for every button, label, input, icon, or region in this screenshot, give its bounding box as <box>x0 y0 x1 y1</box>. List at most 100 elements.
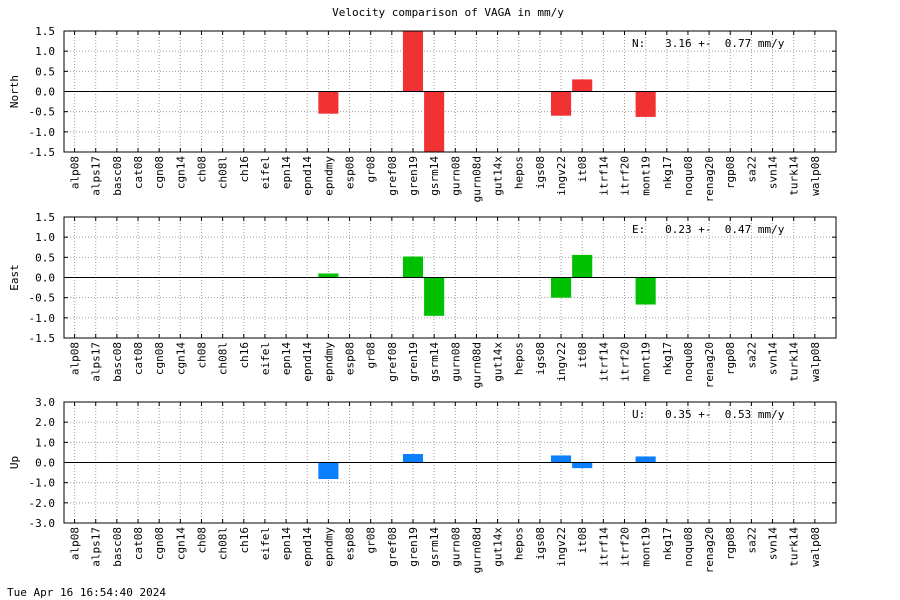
x-tick-label: it08 <box>576 527 589 554</box>
x-tick-label: alp08 <box>69 156 82 189</box>
x-tick-label: alp08 <box>69 527 82 560</box>
x-tick-label: rgp08 <box>724 156 737 189</box>
x-tick-label: itrf14 <box>597 156 610 196</box>
x-tick-label: ingv22 <box>555 156 568 196</box>
chart-title: Velocity comparison of VAGA in mm/y <box>332 6 564 19</box>
x-tick-label: gut14x <box>492 342 505 382</box>
bar-it08 <box>572 79 593 92</box>
x-tick-label: gren19 <box>407 342 420 382</box>
x-tick-label: turk14 <box>788 156 801 196</box>
x-tick-label: igs08 <box>534 342 547 375</box>
x-tick-label: ch08 <box>195 527 208 554</box>
x-tick-label: it08 <box>576 156 589 183</box>
x-tick-label: epndmy <box>322 156 335 196</box>
x-tick-label: nkg17 <box>661 156 674 189</box>
x-tick-label: turk14 <box>788 527 801 567</box>
y-tick-label: -1.0 <box>29 126 56 139</box>
y-tick-label: 1.5 <box>35 25 55 38</box>
y-tick-label: -0.5 <box>29 292 56 305</box>
y-tick-label: -2.0 <box>29 497 56 510</box>
y-tick-label: -3.0 <box>29 517 56 530</box>
plot-frame <box>63 401 837 524</box>
velocity-annotation: E: 0.23 +- 0.47 mm/y <box>632 223 785 236</box>
x-tick-label: itrf20 <box>618 156 631 196</box>
x-tick-label: renag20 <box>703 342 716 388</box>
x-tick-label: basc08 <box>111 342 124 382</box>
bar-gren19 <box>402 256 424 278</box>
x-tick-label: ingv22 <box>555 342 568 382</box>
y-tick-label: -1.0 <box>29 477 56 490</box>
x-tick-label: hepos <box>513 156 526 189</box>
y-axis-label: Up <box>8 456 21 469</box>
x-tick-label: it08 <box>576 342 589 369</box>
x-tick-label: gsrm14 <box>428 527 441 567</box>
bar-ingv22 <box>550 91 572 116</box>
x-tick-label: cgn14 <box>174 527 187 560</box>
x-tick-label: mont19 <box>640 156 653 196</box>
x-tick-label: epndmy <box>322 527 335 567</box>
x-tick-label: basc08 <box>111 156 124 196</box>
x-tick-label: rgp08 <box>724 342 737 375</box>
bar-ingv22 <box>550 277 572 298</box>
x-tick-label: eifel <box>259 527 272 560</box>
bar-gren19 <box>402 454 424 463</box>
x-tick-label: rgp08 <box>724 527 737 560</box>
x-tick-label: gurn08 <box>449 156 462 196</box>
x-tick-label: cgn14 <box>174 156 187 189</box>
bar-gsrm14 <box>424 91 445 152</box>
panel-up: 3.0 2.0 1.0 0.0 -1.0 -2.0 -3.0 alp08 alps17 basc0… <box>8 396 837 573</box>
x-tick-label: gren19 <box>407 156 420 196</box>
x-tick-label: itrf20 <box>618 527 631 567</box>
y-tick-label: 1.0 <box>35 45 55 58</box>
x-tick-label: svn14 <box>767 342 780 375</box>
x-tick-label: epn14 <box>280 527 293 560</box>
x-tick-label: esp08 <box>344 527 357 560</box>
y-tick-label: 0.0 <box>35 457 55 470</box>
y-tick-label: 2.0 <box>35 416 55 429</box>
x-tick-label: esp08 <box>344 156 357 189</box>
x-tick-label: epnd14 <box>301 527 314 567</box>
x-tick-label: sa22 <box>745 527 758 554</box>
footer-timestamp: Tue Apr 16 16:54:40 2024 <box>7 586 166 599</box>
x-tick-label: nkg17 <box>661 342 674 375</box>
y-tick-label: 0.0 <box>35 86 55 99</box>
x-tick-label: epnd14 <box>301 342 314 382</box>
x-tick-label: gurn08d <box>470 527 483 573</box>
x-tick-label: itrf14 <box>597 527 610 567</box>
x-tick-label: esp08 <box>344 342 357 375</box>
x-tick-label: noqu08 <box>682 156 695 196</box>
x-tick-label: turk14 <box>788 342 801 382</box>
x-tick-label: sa22 <box>745 156 758 183</box>
bar-epndmy <box>318 273 339 278</box>
y-tick-label: 1.0 <box>35 436 55 449</box>
y-tick-label: -0.5 <box>29 106 56 119</box>
x-tick-label: ch08 <box>195 342 208 369</box>
x-tick-label: svn14 <box>767 527 780 560</box>
x-tick-label: gref08 <box>386 527 399 567</box>
x-tick-label: ch08l <box>217 342 230 375</box>
x-tick-label: itrf14 <box>597 342 610 382</box>
x-tick-label: gurn08d <box>470 342 483 388</box>
bar-it08 <box>572 254 593 278</box>
x-tick-label: cat08 <box>132 527 145 560</box>
x-tick-label: cgn08 <box>153 156 166 189</box>
x-tick-label: gurn08d <box>470 156 483 202</box>
x-tick-label: cgn08 <box>153 527 166 560</box>
x-tick-label: renag20 <box>703 527 716 573</box>
x-tick-label: gr08 <box>365 342 378 369</box>
x-tick-label: alps17 <box>90 527 103 567</box>
x-tick-label: gren19 <box>407 527 420 567</box>
velocity-annotation: N: 3.16 +- 0.77 mm/y <box>632 37 785 50</box>
panel-north: 1.5 1.0 0.5 0.0 -0.5 -1.0 -1.5 alp08 alps17 basc0… <box>8 25 837 202</box>
x-tick-label: nkg17 <box>661 527 674 560</box>
x-tick-label: cgn08 <box>153 342 166 375</box>
x-tick-label: ch08 <box>195 156 208 183</box>
x-tick-label: ingv22 <box>555 527 568 567</box>
x-tick-label: gr08 <box>365 527 378 554</box>
y-tick-label: 1.0 <box>35 231 55 244</box>
bar-mont19 <box>635 456 656 463</box>
y-tick-label: 0.0 <box>35 272 55 285</box>
x-tick-label: ch08l <box>217 527 230 560</box>
x-tick-label: mont19 <box>640 342 653 382</box>
y-tick-label: -1.5 <box>29 332 56 345</box>
